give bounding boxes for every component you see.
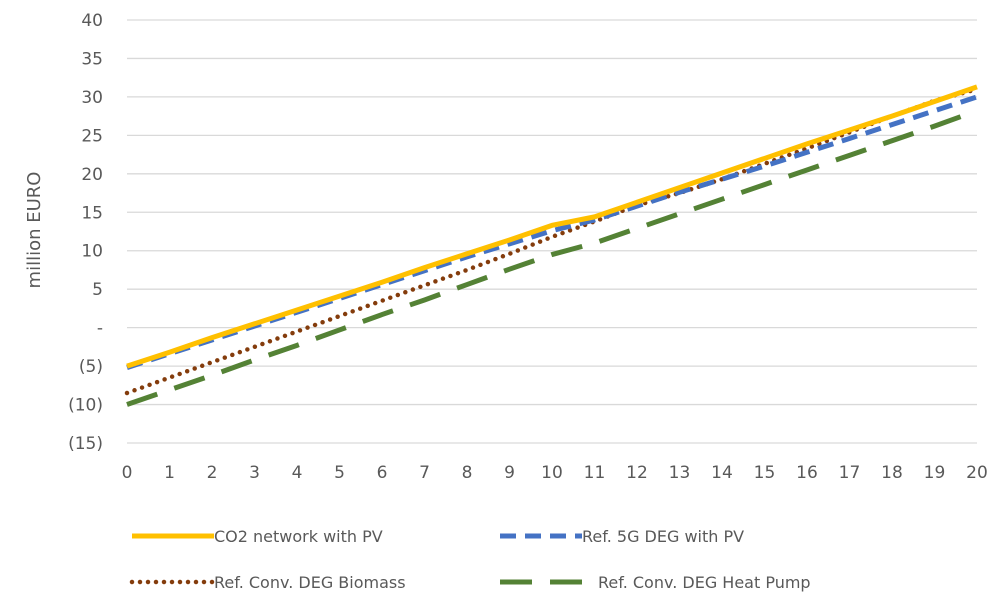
legend: CO2 network with PV Ref. 5G DEG with PV Re… [129,527,811,592]
y-tick-label: - [97,319,103,339]
legend-label: CO2 network with PV [214,527,383,546]
series-line-1 [126,84,978,369]
y-tick-label: 35 [81,49,103,69]
x-tick-label: 14 [711,463,733,483]
x-tick-label: 5 [334,463,345,483]
x-tick-label: 8 [462,463,473,483]
x-tick-label: 16 [796,463,818,483]
y-tick-label: (10) [68,396,103,416]
x-tick-label: 10 [541,463,563,483]
x-tick-label: 2 [207,463,218,483]
legend-label: Ref. Conv. DEG Heat Pump [598,573,811,592]
y-axis-label: million EURO [24,172,45,289]
series-lines [124,84,980,407]
y-tick-label: 40 [81,11,103,31]
x-tick-label: 15 [754,463,776,483]
y-tick-label: 5 [92,280,103,300]
legend-label: Ref. 5G DEG with PV [582,527,744,546]
x-tick-label: 13 [669,463,691,483]
y-tick-label: 10 [81,242,103,262]
x-tick-label: 0 [122,463,133,483]
y-tick-label: 15 [81,203,103,223]
x-tick-label: 1 [164,463,175,483]
series-line-3 [124,86,980,396]
x-tick-label: 11 [584,463,606,483]
x-tick-label: 18 [881,463,903,483]
x-tick-label: 6 [377,463,388,483]
x-tick-label: 3 [249,463,260,483]
gridlines [127,19,977,444]
y-tick-label: (5) [79,357,103,377]
y-tick-label: 30 [81,88,103,108]
y-tick-label: (15) [68,434,103,454]
y-tick-label: 25 [81,126,103,146]
x-tick-label: 19 [924,463,946,483]
y-tick-label: 20 [81,165,103,185]
x-tick-label: 9 [504,463,515,483]
x-axis-ticks: 0 1 2 3 4 5 6 7 8 9 10 11 12 13 14 15 16 17 18 19 20 [122,463,988,483]
x-tick-label: 4 [292,463,303,483]
y-axis-ticks: (15) (10) (5) - 5 10 15 20 25 30 35 40 [68,11,103,454]
x-tick-label: 17 [839,463,861,483]
series-line-4 [126,108,978,407]
x-tick-label: 7 [419,463,430,483]
legend-label: Ref. Conv. DEG Biomass [214,573,406,592]
x-tick-label: 12 [626,463,648,483]
x-tick-label: 20 [966,463,988,483]
